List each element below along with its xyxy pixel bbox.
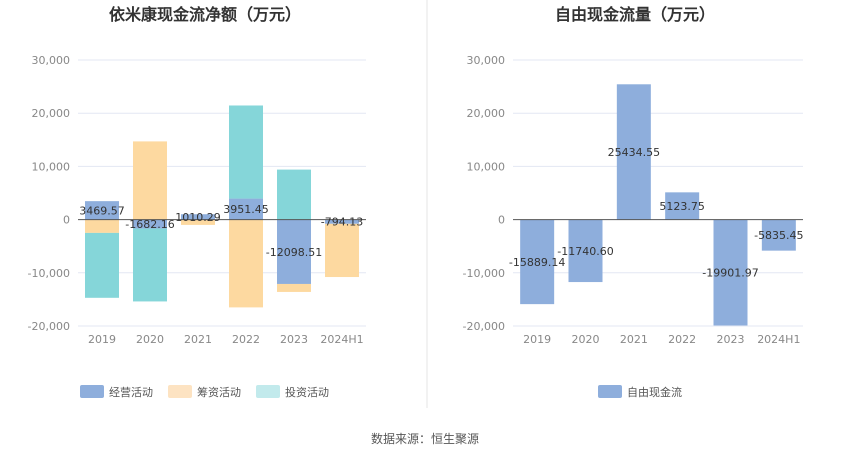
cash-flow-net-chart: 依米康现金流净额（万元） 30,000 20,000 10,000 0 -10,000 -2… bbox=[28, 5, 366, 399]
bar bbox=[277, 283, 311, 292]
data-label: -11740.60 bbox=[557, 245, 613, 258]
free-cash-flow-chart: 自由现金流量（万元） 30,000 20,000 10,000 0 -10,000 -20,… bbox=[463, 5, 804, 399]
y-tick-label: -20,000 bbox=[463, 320, 505, 333]
bar bbox=[229, 105, 263, 199]
x-tick-label: 2022 bbox=[232, 333, 260, 346]
legend-label: 筹资活动 bbox=[197, 385, 241, 399]
data-label: 3469.57 bbox=[79, 204, 125, 217]
legend-swatch bbox=[598, 385, 622, 398]
x-tick-label: 2022 bbox=[668, 333, 696, 346]
bar bbox=[665, 192, 700, 220]
bar bbox=[85, 232, 119, 298]
bar bbox=[325, 223, 359, 278]
legend-swatch bbox=[168, 385, 192, 398]
data-label: -794.13 bbox=[321, 216, 363, 229]
y-tick-label: 0 bbox=[63, 214, 70, 227]
y-tick-label: 30,000 bbox=[32, 54, 71, 67]
chart-title: 自由现金流量（万元） bbox=[555, 5, 715, 24]
bar bbox=[181, 219, 215, 225]
bar bbox=[85, 219, 119, 233]
bar bbox=[229, 219, 263, 308]
data-label: 3951.45 bbox=[223, 203, 269, 216]
bar bbox=[229, 198, 263, 220]
y-tick-label: 10,000 bbox=[32, 160, 71, 173]
legend-swatch bbox=[256, 385, 280, 398]
data-label: -12098.51 bbox=[266, 246, 322, 259]
y-tick-label: -10,000 bbox=[28, 267, 70, 280]
x-tick-label: 2024H1 bbox=[757, 333, 800, 346]
x-tick-label: 2020 bbox=[572, 333, 600, 346]
data-label: -1682.16 bbox=[125, 218, 174, 231]
x-tick-label: 2024H1 bbox=[320, 333, 363, 346]
legend-label: 自由现金流 bbox=[627, 385, 682, 399]
data-label: 1010.29 bbox=[175, 211, 221, 224]
x-tick-label: 2020 bbox=[136, 333, 164, 346]
x-tick-label: 2023 bbox=[280, 333, 308, 346]
bar bbox=[133, 228, 167, 302]
bar bbox=[133, 219, 167, 229]
data-label: -5835.45 bbox=[754, 229, 803, 242]
bar bbox=[568, 219, 603, 283]
bar bbox=[616, 84, 651, 220]
bar bbox=[133, 141, 167, 220]
x-tick-label: 2021 bbox=[620, 333, 648, 346]
bar bbox=[761, 219, 796, 251]
bar bbox=[713, 219, 748, 326]
y-tick-label: 20,000 bbox=[467, 107, 506, 120]
x-tick-label: 2019 bbox=[88, 333, 116, 346]
bar bbox=[325, 219, 359, 224]
bar bbox=[181, 214, 215, 220]
y-tick-label: 10,000 bbox=[467, 160, 506, 173]
y-tick-label: -10,000 bbox=[463, 267, 505, 280]
y-tick-label: -20,000 bbox=[28, 320, 70, 333]
chart-title: 依米康现金流净额（万元） bbox=[109, 5, 301, 24]
x-tick-label: 2023 bbox=[717, 333, 745, 346]
legend-label: 经营活动 bbox=[109, 385, 153, 399]
bar bbox=[85, 201, 119, 220]
legend-swatch bbox=[80, 385, 104, 398]
x-tick-label: 2019 bbox=[523, 333, 551, 346]
y-tick-label: 30,000 bbox=[467, 54, 506, 67]
y-tick-label: 0 bbox=[498, 214, 505, 227]
data-source-note: 数据来源：恒生聚源 bbox=[371, 431, 479, 446]
data-label: 25434.55 bbox=[608, 146, 661, 159]
data-label: -19901.97 bbox=[702, 267, 758, 280]
bar bbox=[277, 219, 311, 284]
bar bbox=[520, 219, 555, 305]
data-label: 5123.75 bbox=[659, 200, 705, 213]
x-tick-label: 2021 bbox=[184, 333, 212, 346]
legend-label: 投资活动 bbox=[285, 385, 329, 399]
y-tick-label: 20,000 bbox=[32, 107, 71, 120]
bar bbox=[277, 169, 311, 220]
data-label: -15889.14 bbox=[509, 256, 565, 269]
